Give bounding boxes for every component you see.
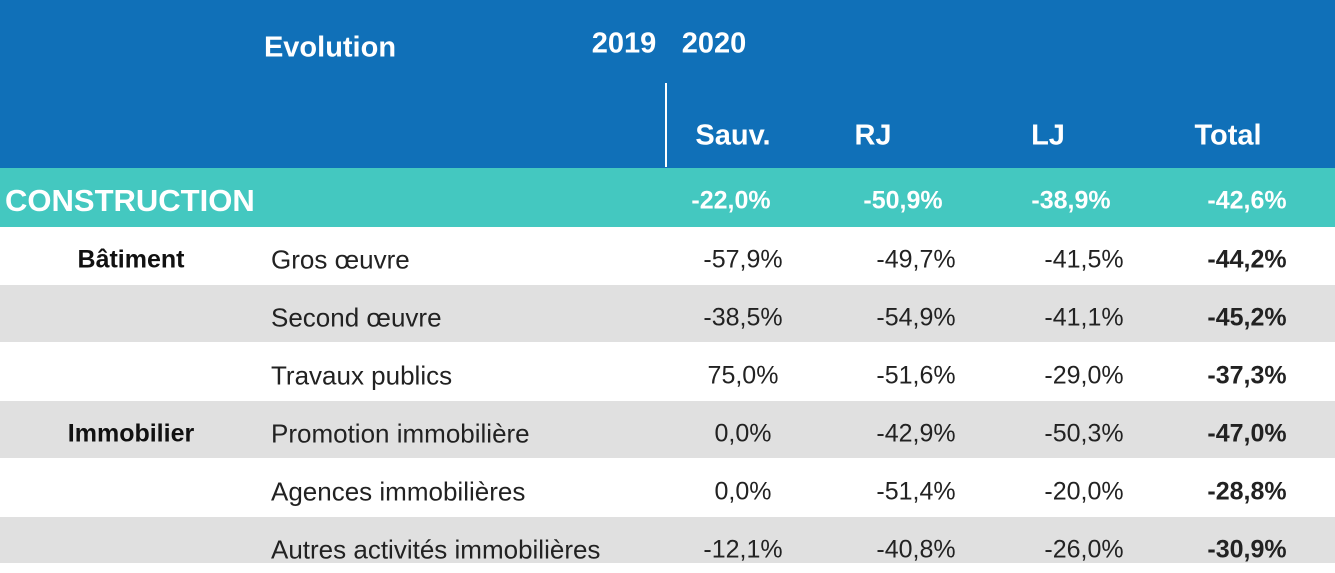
row-label: Autres activités immobilières <box>271 534 601 565</box>
cell-value: -28,8% <box>1207 477 1287 506</box>
row-bg <box>0 517 1335 563</box>
sector-value: -42,6% <box>1207 186 1287 215</box>
row-label: Promotion immobilière <box>271 418 530 449</box>
row-label: Travaux publics <box>271 360 453 391</box>
group-label: Bâtiment <box>77 245 185 274</box>
group-label: Immobilier <box>67 419 195 448</box>
year: 2019 <box>591 27 657 60</box>
row-bg <box>0 401 1335 458</box>
cell-value: -37,3% <box>1207 361 1287 390</box>
cell-value: -38,5% <box>703 303 783 332</box>
sector-label: CONSTRUCTION <box>5 183 255 218</box>
column-header: Total <box>1194 119 1262 152</box>
divider <box>665 83 667 167</box>
sector-value: -22,0% <box>691 186 771 215</box>
column-header: RJ <box>854 119 892 152</box>
cell-value: -45,2% <box>1207 303 1287 332</box>
cell-value: -41,5% <box>1044 245 1124 274</box>
cell-value: -20,0% <box>1044 477 1124 506</box>
year: 2020 <box>681 27 747 60</box>
cell-value: -29,0% <box>1044 361 1124 390</box>
row-label: Second œuvre <box>271 302 442 333</box>
row-label: Gros œuvre <box>271 244 410 275</box>
cell-value: -47,0% <box>1207 419 1287 448</box>
cell-value: -51,6% <box>876 361 956 390</box>
cell-value: -41,1% <box>1044 303 1124 332</box>
cell-value: -50,3% <box>1044 419 1124 448</box>
sector-row <box>0 168 1335 227</box>
cell-value: -49,7% <box>876 245 956 274</box>
cell-value: -40,8% <box>876 535 956 564</box>
cell-value: -51,4% <box>876 477 956 506</box>
header-band <box>0 0 1335 168</box>
cell-value: -12,1% <box>703 535 783 564</box>
cell-value: -30,9% <box>1207 535 1287 564</box>
cell-value: 0,0% <box>714 477 772 506</box>
cell-value: -44,2% <box>1207 245 1287 274</box>
cell-value: -26,0% <box>1044 535 1124 564</box>
row-label: Agences immobilières <box>271 476 526 507</box>
row-bg <box>0 285 1335 342</box>
cell-value: -42,9% <box>876 419 956 448</box>
cell-value: 0,0% <box>714 419 772 448</box>
sector-value: -38,9% <box>1031 186 1111 215</box>
column-header: Sauv. <box>695 119 771 152</box>
header-title: Evolution <box>263 31 397 64</box>
cell-value: -54,9% <box>876 303 956 332</box>
sector-value: -50,9% <box>863 186 943 215</box>
column-header: LJ <box>1031 119 1065 152</box>
cell-value: -57,9% <box>703 245 783 274</box>
cell-value: 75,0% <box>707 361 779 390</box>
